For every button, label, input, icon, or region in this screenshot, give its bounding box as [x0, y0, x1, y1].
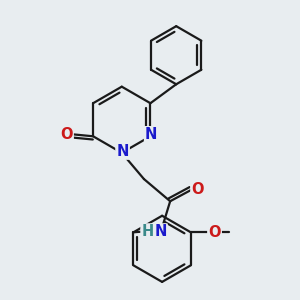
Text: N: N	[145, 127, 158, 142]
Text: N: N	[154, 224, 167, 239]
Text: N: N	[116, 144, 129, 159]
Text: O: O	[208, 225, 221, 240]
Text: O: O	[191, 182, 204, 197]
Text: O: O	[60, 127, 73, 142]
Text: H: H	[142, 224, 154, 239]
